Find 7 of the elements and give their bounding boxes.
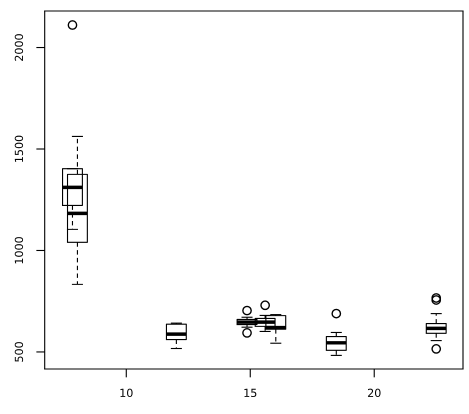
x-tick-label: 15 [244,388,256,398]
y-tick-label: 2000 [14,34,24,61]
y-tick-label: 1000 [14,237,24,264]
y-tick-label: 1500 [14,136,24,162]
y-tick-label: 500 [14,342,24,362]
x-tick-label: 20 [368,388,381,398]
x-tick-label: 10 [120,388,133,398]
